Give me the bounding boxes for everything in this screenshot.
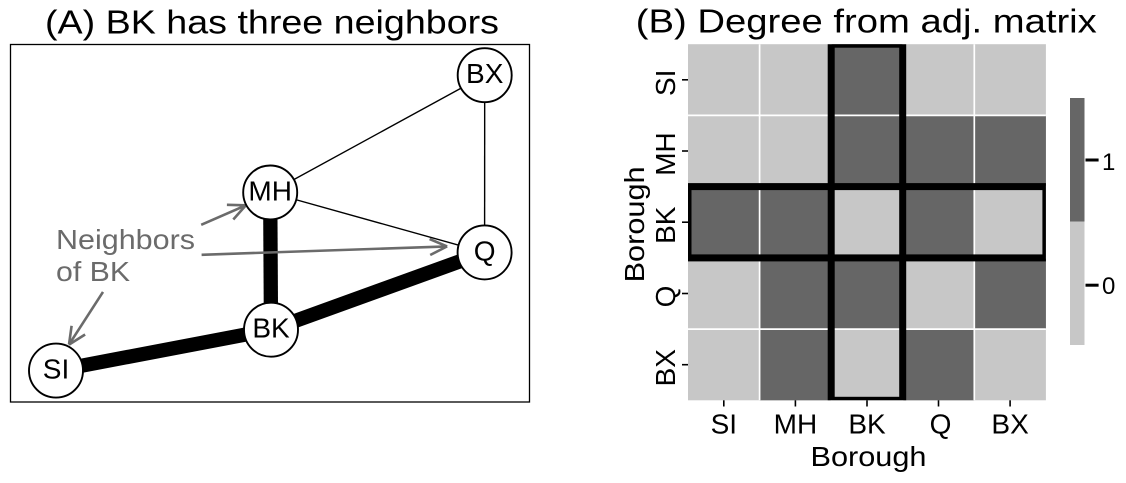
svg-text:BX: BX (466, 58, 504, 89)
svg-text:1: 1 (1102, 149, 1115, 176)
svg-text:Q: Q (930, 409, 952, 440)
svg-text:MH: MH (774, 409, 818, 440)
svg-text:Q: Q (474, 235, 496, 266)
svg-text:of BK: of BK (56, 256, 130, 287)
svg-text:BK: BK (650, 206, 681, 244)
svg-text:Borough: Borough (619, 166, 650, 282)
svg-text:Q: Q (650, 286, 681, 308)
svg-text:(B) Degree from adj. matrix: (B) Degree from adj. matrix (636, 3, 1098, 40)
svg-text:SI: SI (711, 409, 737, 440)
svg-text:MH: MH (248, 176, 292, 207)
svg-text:SI: SI (43, 354, 69, 385)
svg-text:Neighbors: Neighbors (56, 224, 195, 255)
svg-text:SI: SI (650, 70, 681, 96)
svg-text:(A) BK has three neighbors: (A) BK has three neighbors (45, 4, 499, 41)
svg-text:BX: BX (650, 349, 681, 387)
svg-text:Borough: Borough (811, 441, 927, 472)
svg-text:BK: BK (848, 409, 886, 440)
svg-text:0: 0 (1102, 273, 1115, 300)
svg-text:BK: BK (252, 313, 290, 344)
svg-text:BX: BX (991, 409, 1029, 440)
svg-text:MH: MH (650, 132, 681, 176)
